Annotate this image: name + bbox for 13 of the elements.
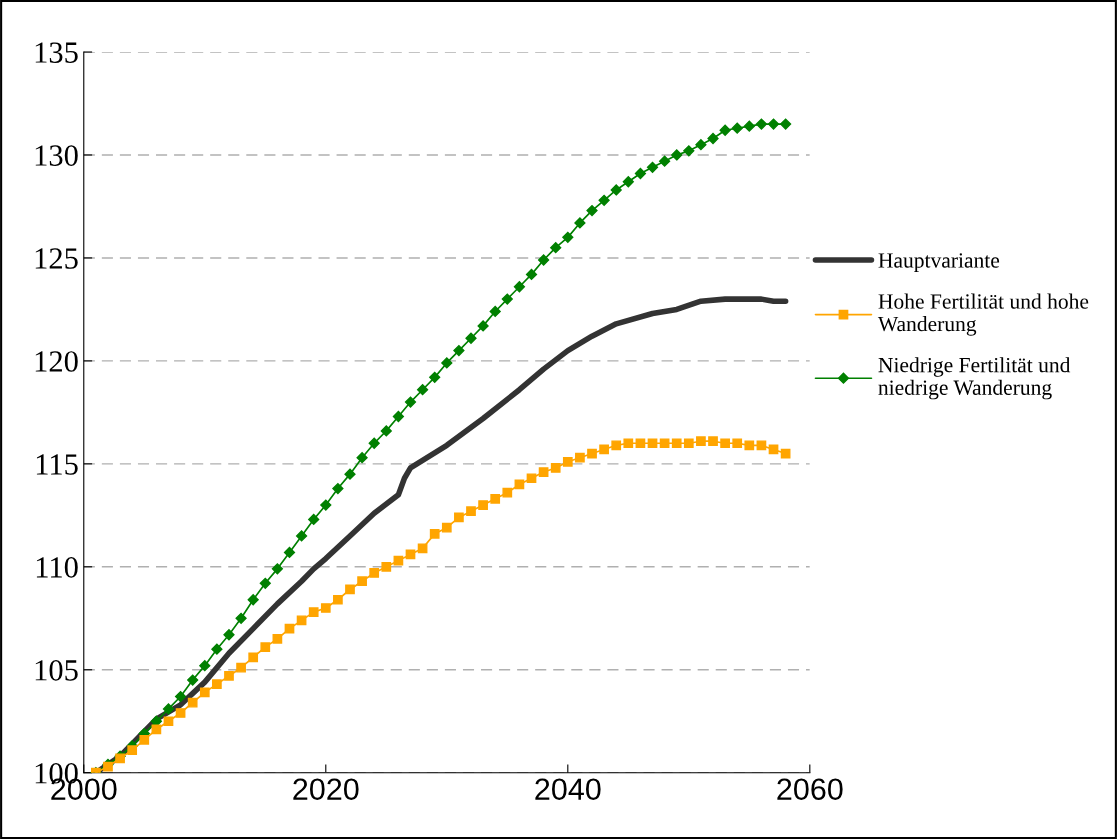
x-tick-label: 2040 (535, 778, 601, 801)
y-tick-label: 125 (35, 248, 78, 269)
y-tick-label: 120 (35, 351, 78, 372)
y-tick-label: 130 (35, 145, 78, 166)
x-tick-label: 2060 (777, 778, 843, 801)
legend-label: Hohe Fertilität und hohe Wanderung (877, 293, 1089, 336)
y-tick-label: 115 (36, 454, 78, 475)
y-tick-label: 135 (35, 42, 78, 63)
x-tick-label: 2020 (293, 778, 359, 801)
legend-label: Hauptvariante (878, 253, 1000, 273)
y-tick-label: 110 (36, 557, 78, 578)
legend-label: Niedrige Fertilität und niedrige Wanderung (878, 357, 1071, 400)
y-tick-label: 105 (35, 660, 78, 681)
